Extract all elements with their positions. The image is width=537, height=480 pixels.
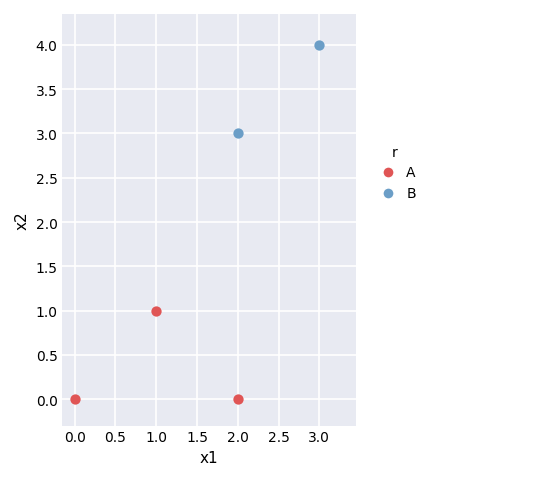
Point xyxy=(234,396,242,403)
X-axis label: x1: x1 xyxy=(200,450,219,465)
Y-axis label: x2: x2 xyxy=(15,211,30,229)
Point xyxy=(234,131,242,138)
Legend: A, B: A, B xyxy=(366,137,424,209)
Point xyxy=(315,42,324,50)
Point xyxy=(70,396,79,403)
Point xyxy=(152,307,161,315)
